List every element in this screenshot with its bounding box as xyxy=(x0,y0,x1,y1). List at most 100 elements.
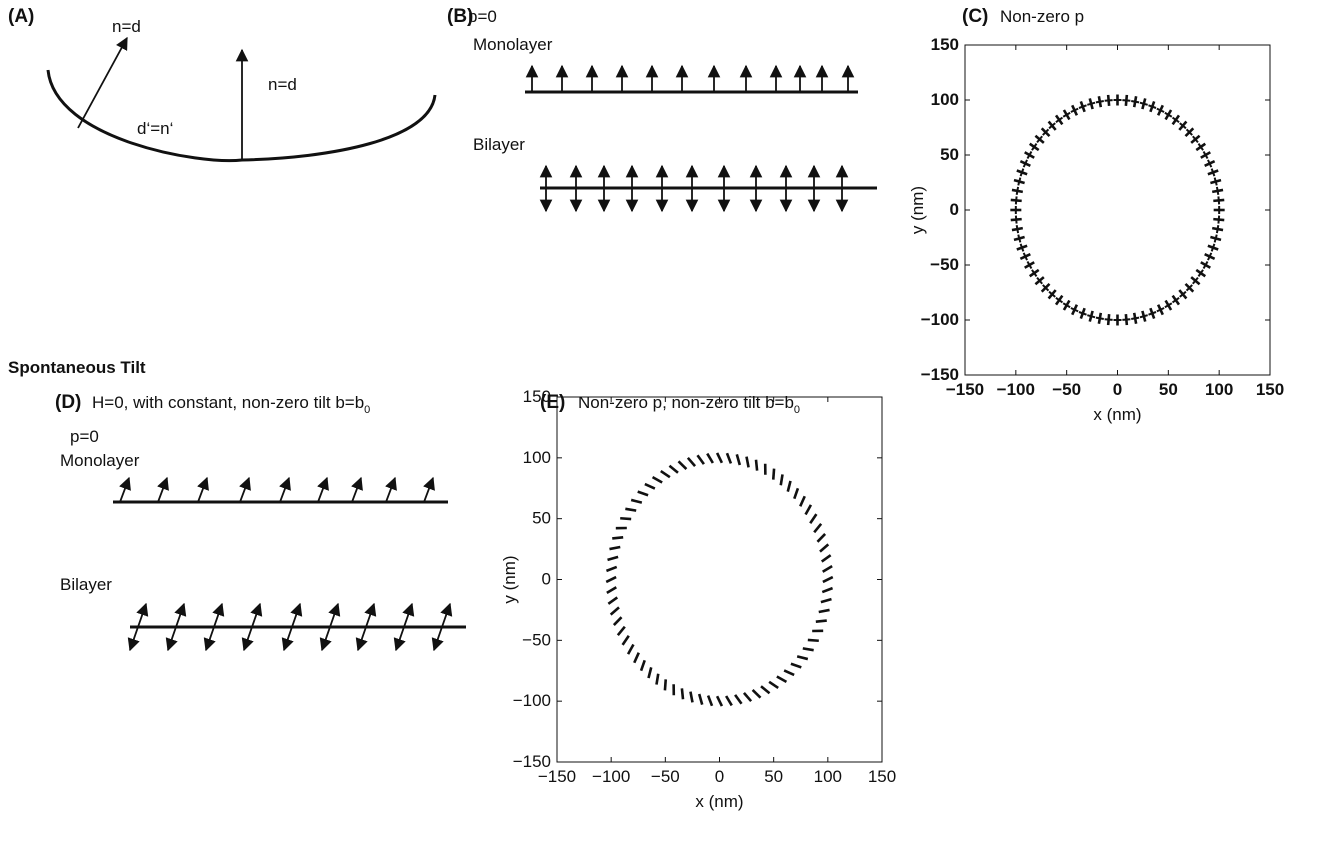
x-tick-label: 0 xyxy=(715,767,724,786)
director-mark xyxy=(1048,122,1056,130)
director-mark xyxy=(1022,159,1028,168)
director-mark xyxy=(1031,143,1038,151)
director-mark xyxy=(815,619,827,623)
director-mark xyxy=(1014,196,1018,205)
director-mark xyxy=(1026,261,1033,269)
director-mark xyxy=(706,695,714,707)
director-mark xyxy=(1171,296,1180,304)
director-mark xyxy=(1139,314,1148,319)
arrow xyxy=(393,602,415,652)
director-mark xyxy=(725,452,733,464)
panel-title: Non-zero p xyxy=(1000,7,1084,26)
director-mark xyxy=(1202,151,1209,159)
director-mark xyxy=(605,565,618,573)
arrow xyxy=(203,602,225,652)
director-mark xyxy=(607,596,619,605)
director-mark xyxy=(819,543,830,553)
label: d‘=n‘ xyxy=(137,119,173,138)
arrow xyxy=(241,602,263,652)
director-mark xyxy=(1139,101,1148,106)
director-mark xyxy=(776,675,788,683)
director-mark xyxy=(606,586,617,595)
arrow xyxy=(197,476,209,503)
director-mark xyxy=(807,638,819,643)
y-tick-label: −100 xyxy=(513,691,551,710)
director-mark xyxy=(1148,104,1157,109)
y-tick-label: 0 xyxy=(950,200,959,219)
x-tick-label: −150 xyxy=(946,380,984,399)
director-mark xyxy=(668,464,679,474)
director-mark xyxy=(1197,143,1204,151)
director-mark xyxy=(1095,316,1104,321)
y-tick-label: −100 xyxy=(921,310,959,329)
director-mark xyxy=(1148,311,1157,316)
director-mark xyxy=(1210,168,1216,177)
director-mark xyxy=(735,454,742,466)
y-tick-label: 50 xyxy=(532,509,551,528)
director-mark xyxy=(621,635,630,646)
director-mark xyxy=(816,533,827,543)
director-mark xyxy=(1014,215,1018,224)
x-axis-label: x (nm) xyxy=(695,792,743,811)
director-mark xyxy=(1015,186,1020,196)
director-mark xyxy=(790,662,802,669)
director-mark xyxy=(813,522,823,534)
director-mark xyxy=(647,667,653,679)
director-mark xyxy=(1062,302,1071,309)
x-tick-label: 0 xyxy=(1113,380,1122,399)
director-mark xyxy=(1217,196,1221,205)
director-mark xyxy=(742,692,753,703)
director-mark xyxy=(751,689,762,699)
x-tick-label: −50 xyxy=(651,767,680,786)
director-mark xyxy=(660,469,671,479)
director-mark xyxy=(1122,318,1131,321)
director-mark xyxy=(1017,234,1022,243)
y-tick-label: 50 xyxy=(940,145,959,164)
arrow xyxy=(385,476,397,503)
director-mark xyxy=(818,608,830,614)
director-mark xyxy=(1015,224,1020,234)
director-mark xyxy=(1019,243,1025,252)
director-mark xyxy=(771,468,776,480)
y-tick-label: 100 xyxy=(523,448,551,467)
director-mark xyxy=(809,513,818,524)
x-tick-label: 150 xyxy=(868,767,896,786)
director-mark xyxy=(1202,261,1209,269)
y-axis-label: y (nm) xyxy=(908,186,927,234)
y-tick-label: −50 xyxy=(930,255,959,274)
x-tick-label: 100 xyxy=(1205,380,1233,399)
director-mark xyxy=(1185,284,1193,292)
director-mark xyxy=(686,456,697,467)
director-mark xyxy=(663,679,668,691)
director-mark xyxy=(1048,290,1056,298)
y-tick-label: −50 xyxy=(522,630,551,649)
director-mark xyxy=(715,695,724,707)
director-mark xyxy=(1179,290,1187,298)
director-mark xyxy=(607,555,619,562)
director-mark xyxy=(734,694,743,705)
y-tick-label: 0 xyxy=(542,570,551,589)
director-mark xyxy=(633,652,640,664)
x-tick-label: 150 xyxy=(1256,380,1284,399)
normal-arrow xyxy=(77,36,128,129)
director-mark xyxy=(1036,276,1043,285)
arrow xyxy=(351,476,363,503)
y-tick-label: 100 xyxy=(931,90,959,109)
director-mark xyxy=(639,659,646,672)
director-mark xyxy=(637,490,649,497)
director-mark xyxy=(1215,224,1220,234)
director-mark xyxy=(745,456,750,468)
arrow xyxy=(319,602,341,652)
director-mark xyxy=(626,643,635,655)
y-tick-label: 150 xyxy=(931,35,959,54)
director-mark xyxy=(1104,318,1113,321)
director-mark xyxy=(1062,111,1071,118)
director-mark xyxy=(820,597,832,604)
director-mark xyxy=(689,691,694,703)
label: Bilayer xyxy=(60,575,112,594)
membrane-arc xyxy=(46,69,437,163)
director-mark xyxy=(625,507,637,512)
panel-label: (C) xyxy=(962,6,988,27)
director-mark xyxy=(1192,135,1199,144)
director-mark xyxy=(655,673,660,685)
